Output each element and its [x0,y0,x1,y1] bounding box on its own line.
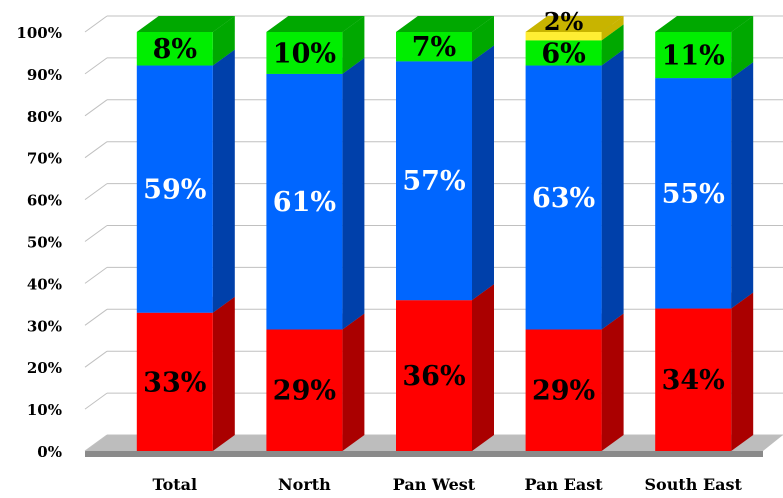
data-label: 59% [143,175,206,206]
bar-segment-side [601,313,624,451]
data-label: 57% [402,166,465,197]
bar-segment-side [212,49,235,313]
bar-top-cap [396,16,494,32]
y-tick-label: 20% [27,359,62,377]
data-label: 55% [662,179,725,210]
data-label: 34% [662,365,725,396]
gridline-diagonal [84,141,108,159]
gridline-diagonal [84,266,108,284]
bar-segment [136,65,213,313]
bar-segment [396,300,472,451]
x-category-label: North [278,475,331,494]
y-tick-label: 10% [27,401,62,419]
data-label: 7% [412,32,456,63]
bar-segment-side [472,45,494,301]
gridline-diagonal [84,57,108,75]
data-label: 10% [273,38,336,69]
data-label: 29% [532,376,595,407]
chart-floor-front [85,451,763,457]
bar-segment [266,73,343,330]
y-tick-label: 80% [27,108,62,126]
bar-top-cap [266,16,365,32]
bar-segment-side [731,62,754,309]
gridline-diagonal [84,183,108,201]
bar-segment [655,32,732,79]
data-label: 6% [541,38,585,69]
bar-segment [525,329,602,451]
gridline-diagonal [84,350,108,368]
bar-segment [266,32,343,74]
gridline-diagonal [84,434,108,452]
bar-segment [655,308,732,451]
bar-segment [266,329,343,451]
bar-segment [396,32,472,62]
bar-segment-side [601,16,624,41]
x-category-label: Pan West [393,475,476,494]
data-label: 61% [273,187,336,218]
bar-segment-side [472,16,494,62]
bar-segment-side [342,57,365,330]
bar-segment [136,312,213,451]
gridline-diagonal [84,225,108,242]
bar-top-cap [525,16,624,32]
data-labels: 33% 59% 8% 29% 61% 10% 36% 57% 7% 29% 63% 6%2% 34% 55… [143,7,725,407]
bar-segment [136,32,213,66]
data-label: 63% [532,183,595,214]
data-label: 36% [402,361,465,392]
bar-segment [525,65,602,330]
bar-segment [655,78,732,309]
data-label: 8% [153,34,197,65]
chart-bars [136,16,754,451]
data-label: 11% [662,40,725,71]
x-category-label: South East [644,475,742,494]
bar-segment-side [601,24,624,66]
y-tick-label: 70% [27,150,62,168]
bar-segment-side [731,292,754,451]
gridline-diagonal [84,15,108,33]
bar-segment [525,40,602,66]
y-tick-label: 100% [16,24,62,42]
bar-top-cap [655,16,754,32]
y-tick-label: 60% [27,192,62,210]
bar-segment-side [601,49,624,330]
y-tick-label: 30% [27,317,62,335]
bar-segment-side [731,16,754,79]
x-category-label: Total [153,475,198,494]
gridline-diagonal [84,99,108,117]
gridline-diagonal [84,308,108,326]
y-tick-label: 40% [27,275,62,293]
y-tick-label: 50% [27,234,62,252]
y-tick-label: 0% [37,443,62,461]
bar-segment-side [212,296,235,451]
x-category-label: Pan East [525,475,604,494]
bar-segment [525,32,602,41]
bar-segment-side [342,313,365,451]
y-tick-label: 90% [27,66,62,84]
data-label: 33% [143,367,206,398]
bar-segment-side [472,284,494,451]
data-label: 29% [273,376,336,407]
gridline-diagonal [84,392,108,410]
bar-top-cap [136,16,235,32]
data-label: 2% [544,7,584,36]
bar-segment [396,61,472,301]
bar-segment-side [342,16,365,74]
bar-segment-side [212,16,235,66]
